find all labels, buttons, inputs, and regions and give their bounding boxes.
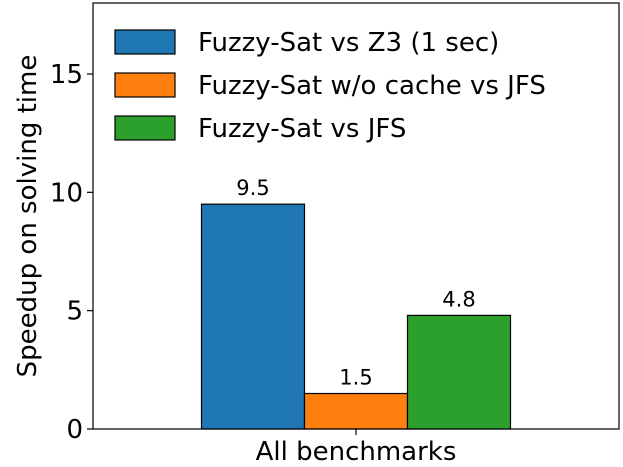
bar-series-2 <box>303 392 409 430</box>
y-axis-label: Speedup on solving time <box>13 55 43 378</box>
y-axis-ticks: 0 5 10 15 <box>50 60 93 445</box>
bar-data-label: 9.5 <box>236 176 269 200</box>
legend: Fuzzy-Sat vs Z3 (1 sec) Fuzzy-Sat w/o cac… <box>114 28 546 144</box>
y-tick-label: 5 <box>66 297 83 327</box>
x-tick-label: All benchmarks <box>256 437 457 467</box>
y-tick-label: 15 <box>50 60 83 90</box>
legend-entry-label: Fuzzy-Sat vs Z3 (1 sec) <box>198 28 499 58</box>
legend-swatch <box>114 72 176 98</box>
data-labels: 9.5 1.5 4.8 <box>236 176 475 389</box>
bar-data-label: 4.8 <box>442 287 475 311</box>
bar-data-label: 1.5 <box>339 366 372 390</box>
legend-swatch <box>114 29 176 55</box>
bar-series-1 <box>200 203 306 430</box>
y-tick-label: 0 <box>66 415 83 445</box>
x-axis-ticks: All benchmarks <box>256 429 457 467</box>
y-tick-label: 10 <box>50 178 83 208</box>
legend-entry-label: Fuzzy-Sat w/o cache vs JFS <box>198 71 546 101</box>
legend-entry-label: Fuzzy-Sat vs JFS <box>198 114 406 144</box>
bar-series-3 <box>406 314 512 430</box>
legend-swatch <box>114 115 176 141</box>
bars <box>200 203 512 430</box>
